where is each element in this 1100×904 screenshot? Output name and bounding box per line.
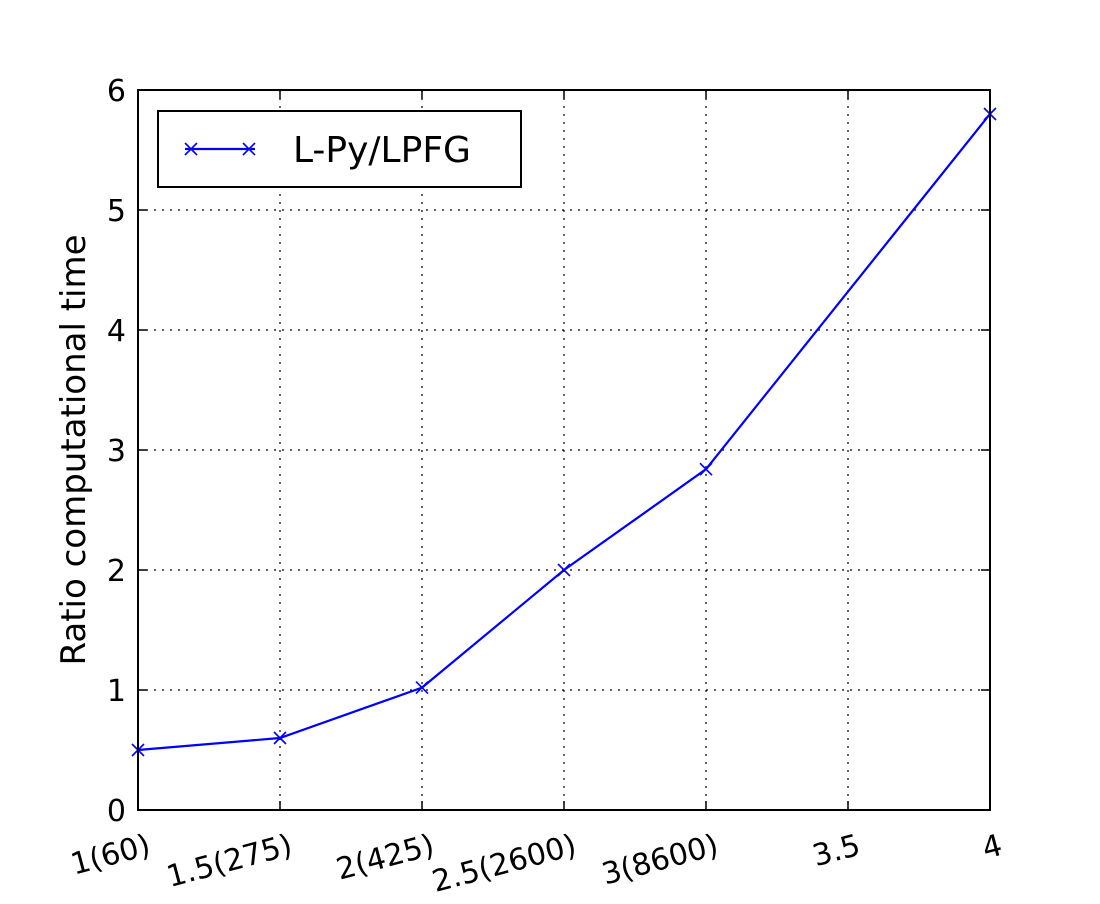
y-axis-label: Ratio computational time bbox=[54, 234, 94, 665]
y-tick-label: 4 bbox=[107, 314, 126, 349]
x-tick-label: 1.5(275) bbox=[163, 828, 296, 895]
legend: L-Py/LPFG bbox=[157, 110, 522, 188]
x-tick-label: 3.5 bbox=[809, 828, 864, 874]
x-tick-label: 2(425) bbox=[333, 828, 438, 888]
legend-marker bbox=[242, 142, 256, 156]
legend-marker bbox=[184, 142, 198, 156]
series-line bbox=[137, 113, 991, 752]
data-point-marker bbox=[415, 681, 429, 695]
x-tick-label: 3(8600) bbox=[598, 828, 722, 893]
x-tick-label: 1(60) bbox=[67, 828, 154, 883]
y-tick-label: 3 bbox=[107, 434, 126, 469]
legend-label: L-Py/LPFG bbox=[293, 130, 471, 171]
x-tick-label: 4 bbox=[979, 828, 1007, 867]
y-tick-label: 2 bbox=[107, 554, 126, 589]
y-tick-label: 0 bbox=[107, 794, 126, 829]
y-tick-label: 6 bbox=[107, 74, 126, 109]
grid bbox=[137, 89, 991, 811]
data-point-marker bbox=[273, 731, 287, 745]
data-point-marker bbox=[699, 462, 713, 476]
x-axis-ticks: 1(60) 1.5(275) 2(425)2.5(2600) 3(8600) 3.5 4 bbox=[67, 90, 1006, 900]
y-tick-label: 5 bbox=[107, 194, 126, 229]
y-tick-label: 1 bbox=[107, 674, 126, 709]
x-tick-label: 2.5(2600) bbox=[429, 828, 581, 900]
data-point-marker bbox=[557, 563, 571, 577]
y-axis-ticks: 0 1 2 3 4 5 6 bbox=[107, 74, 990, 829]
